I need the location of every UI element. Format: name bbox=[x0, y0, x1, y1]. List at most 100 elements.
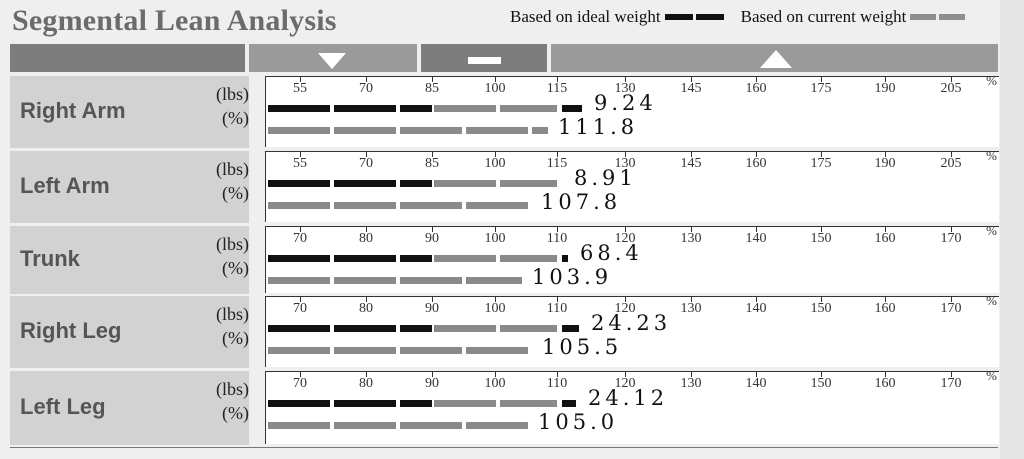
segment-row: Left Arm (lbs) (%) 55 70 85 100 115 130 145 160 175… bbox=[0, 148, 1024, 223]
axis-tick-label: 160 bbox=[874, 231, 896, 246]
ideal-weight-bar-normal bbox=[434, 180, 557, 187]
axis-tick bbox=[625, 372, 626, 377]
ideal-weight-bar-over bbox=[562, 325, 579, 332]
legend-ideal-swatch bbox=[664, 14, 727, 20]
axis-tick-label: 90 bbox=[425, 376, 439, 391]
axis-tick-label: 100 bbox=[484, 301, 506, 316]
axis-tick bbox=[625, 227, 626, 232]
axis-tick bbox=[691, 152, 692, 157]
legend-current-swatch bbox=[910, 14, 967, 20]
axis-tick-label: 150 bbox=[810, 301, 832, 316]
axis-tick bbox=[366, 372, 367, 377]
unit-lbs-label: (lbs) bbox=[216, 304, 249, 324]
lean-mass-lbs-value: 24.23 bbox=[591, 311, 672, 335]
axis-tick bbox=[821, 77, 822, 82]
axis-tick-label: 110 bbox=[546, 231, 568, 246]
lean-mass-pct-value: 107.8 bbox=[541, 190, 622, 214]
ideal-weight-bar bbox=[268, 255, 432, 262]
legend-ideal-label: Based on ideal weight bbox=[510, 7, 661, 26]
axis-tick-label: 85 bbox=[425, 81, 439, 96]
axis-tick bbox=[885, 372, 886, 377]
axis-tick-label: 160 bbox=[745, 156, 767, 171]
axis-tick bbox=[756, 297, 757, 302]
current-weight-bar bbox=[268, 347, 532, 354]
ideal-weight-bar-over bbox=[562, 400, 576, 407]
ideal-weight-bar-normal bbox=[434, 400, 557, 407]
lean-mass-lbs-value: 68.4 bbox=[580, 241, 643, 265]
axis-tick bbox=[625, 297, 626, 302]
axis-tick-label: 70 bbox=[359, 156, 373, 171]
axis-tick-label: 80 bbox=[359, 301, 373, 316]
axis-tick bbox=[432, 152, 433, 157]
axis-tick bbox=[557, 152, 558, 157]
axis-tick bbox=[821, 372, 822, 377]
axis-tick-label: 160 bbox=[745, 81, 767, 96]
segment-row: Left Leg (lbs) (%) 70 80 90 100 110 120 130 140 150… bbox=[0, 368, 1024, 445]
axis-tick-label: 70 bbox=[359, 81, 373, 96]
axis-tick-label: 80 bbox=[359, 231, 373, 246]
current-weight-bar bbox=[268, 422, 528, 429]
axis-tick-label: 130 bbox=[614, 156, 636, 171]
axis-tick bbox=[432, 372, 433, 377]
ideal-weight-bar-normal bbox=[434, 105, 557, 112]
axis-tick bbox=[756, 227, 757, 232]
axis-tick-label: 100 bbox=[484, 81, 506, 96]
segment-name: Trunk bbox=[20, 246, 80, 271]
axis-unit-label: % bbox=[986, 223, 997, 238]
axis-tick-label: 110 bbox=[546, 376, 568, 391]
axis-tick-label: 70 bbox=[293, 301, 307, 316]
unit-pct-label: (%) bbox=[222, 183, 249, 203]
segment-name: Left Arm bbox=[20, 173, 110, 198]
axis-tick bbox=[951, 297, 952, 302]
axis-tick-label: 170 bbox=[940, 231, 962, 246]
axis-tick bbox=[821, 227, 822, 232]
unit-pct-label: (%) bbox=[222, 328, 249, 348]
axis-tick-label: 115 bbox=[546, 156, 568, 171]
axis-tick bbox=[557, 297, 558, 302]
segment-label-box: Left Arm (lbs) (%) bbox=[10, 151, 249, 223]
axis-tick bbox=[300, 297, 301, 302]
segment-label-box: Trunk (lbs) (%) bbox=[10, 226, 249, 294]
unit-lbs-label: (lbs) bbox=[216, 379, 249, 399]
segment-row: Right Arm (lbs) (%) 55 70 85 100 115 130 145 160 17… bbox=[0, 73, 1024, 148]
unit-pct-label: (%) bbox=[222, 403, 249, 423]
lean-mass-lbs-value: 8.91 bbox=[574, 166, 637, 190]
unit-pct-label: (%) bbox=[222, 258, 249, 278]
axis-tick-label: 175 bbox=[810, 81, 832, 96]
ideal-weight-bar-normal bbox=[434, 255, 557, 262]
unit-lbs-label: (lbs) bbox=[216, 84, 249, 104]
axis-tick bbox=[432, 77, 433, 82]
axis-tick-label: 120 bbox=[614, 376, 636, 391]
segment-row: Trunk (lbs) (%) 70 80 90 100 110 120 130 140 150 160… bbox=[0, 223, 1024, 294]
axis-tick bbox=[495, 227, 496, 232]
axis-tick-label: 90 bbox=[425, 301, 439, 316]
axis-tick bbox=[495, 77, 496, 82]
axis-tick-label: 130 bbox=[614, 81, 636, 96]
lean-mass-pct-value: 103.9 bbox=[532, 265, 613, 289]
axis-tick-label: 115 bbox=[546, 81, 568, 96]
axis-tick-label: 190 bbox=[874, 156, 896, 171]
current-weight-bar bbox=[268, 127, 548, 134]
axis-tick bbox=[495, 372, 496, 377]
current-weight-bar bbox=[268, 277, 522, 284]
axis-tick bbox=[951, 372, 952, 377]
axis-unit-label: % bbox=[986, 148, 997, 163]
axis-tick-label: 90 bbox=[425, 231, 439, 246]
header-label-bar bbox=[10, 44, 245, 72]
axis-tick-label: 175 bbox=[810, 156, 832, 171]
ideal-weight-bar-normal bbox=[434, 325, 557, 332]
axis-tick bbox=[432, 227, 433, 232]
axis-tick-label: 160 bbox=[874, 376, 896, 391]
triangle-down-icon bbox=[318, 53, 346, 69]
ideal-weight-bar-over bbox=[562, 255, 568, 262]
segment-name: Left Leg bbox=[20, 394, 106, 419]
axis-tick bbox=[300, 152, 301, 157]
axis-unit-label: % bbox=[986, 293, 997, 308]
axis-tick-label: 150 bbox=[810, 376, 832, 391]
axis-tick-label: 100 bbox=[484, 376, 506, 391]
axis-tick bbox=[756, 152, 757, 157]
lean-mass-pct-value: 105.5 bbox=[542, 335, 623, 359]
axis-tick-label: 130 bbox=[680, 376, 702, 391]
axis-tick bbox=[821, 152, 822, 157]
axis-tick bbox=[366, 77, 367, 82]
